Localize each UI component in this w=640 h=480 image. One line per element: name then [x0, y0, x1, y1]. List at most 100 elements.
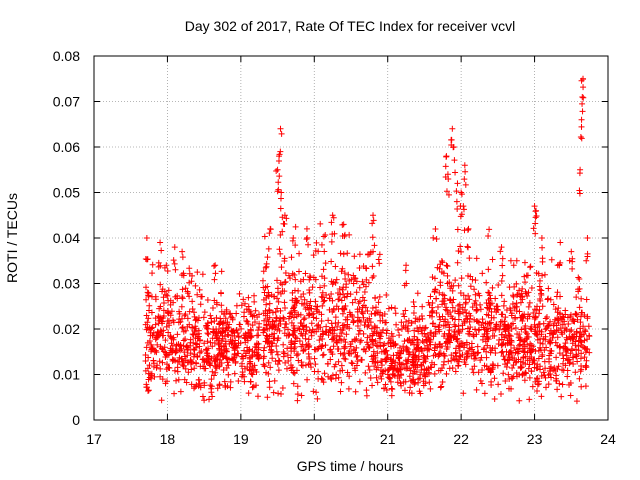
x-axis-label: GPS time / hours — [297, 458, 404, 474]
data-point — [408, 320, 415, 327]
data-point — [365, 279, 372, 286]
data-point — [292, 338, 299, 345]
data-point — [342, 276, 349, 283]
data-point — [167, 333, 174, 340]
data-point — [573, 333, 580, 340]
y-tick-label: 0.05 — [53, 185, 80, 201]
data-point — [470, 331, 477, 338]
data-point — [542, 374, 549, 381]
data-point — [421, 354, 428, 361]
data-point — [454, 259, 461, 266]
data-point — [350, 280, 357, 287]
data-point — [440, 333, 447, 340]
data-point — [396, 355, 403, 362]
data-point — [393, 321, 400, 328]
data-point — [208, 315, 215, 322]
data-point — [481, 390, 488, 397]
data-point — [424, 342, 431, 349]
data-point — [324, 360, 331, 367]
data-point — [427, 385, 434, 392]
data-point — [214, 352, 221, 359]
data-point — [380, 342, 387, 349]
data-point — [519, 318, 526, 325]
data-point — [218, 302, 225, 309]
data-point — [432, 226, 439, 233]
data-point — [372, 352, 379, 359]
data-point — [199, 271, 206, 278]
data-point — [317, 220, 324, 227]
data-point — [182, 285, 189, 292]
data-point — [174, 295, 181, 302]
data-point — [186, 308, 193, 315]
data-point — [527, 264, 534, 271]
data-point — [558, 329, 565, 336]
data-point — [387, 378, 394, 385]
data-point — [454, 335, 461, 342]
data-point — [264, 316, 271, 323]
data-point — [530, 225, 537, 232]
data-point — [223, 306, 230, 313]
data-point — [186, 265, 193, 272]
data-point — [212, 369, 219, 376]
x-tick-label: 18 — [160, 431, 176, 447]
data-point — [309, 311, 316, 318]
data-point — [279, 228, 286, 235]
data-point — [182, 336, 189, 343]
data-point — [548, 347, 555, 354]
data-point — [454, 226, 461, 233]
data-point — [277, 125, 284, 132]
data-point — [521, 311, 528, 318]
data-point — [346, 309, 353, 316]
data-point — [341, 233, 348, 240]
data-point — [249, 352, 256, 359]
data-point — [565, 321, 572, 328]
data-point — [300, 347, 307, 354]
data-point — [319, 289, 326, 296]
data-point — [579, 76, 586, 83]
data-point — [254, 327, 261, 334]
data-point — [378, 375, 385, 382]
data-point — [509, 364, 516, 371]
data-point — [349, 360, 356, 367]
data-point — [361, 297, 368, 304]
data-point — [305, 241, 312, 248]
data-point — [517, 358, 524, 365]
data-point — [526, 313, 533, 320]
data-point — [506, 332, 513, 339]
data-point — [416, 324, 423, 331]
data-point — [506, 305, 513, 312]
data-point — [388, 304, 395, 311]
data-point — [416, 388, 423, 395]
data-point — [328, 219, 335, 226]
data-point — [353, 335, 360, 342]
data-point — [354, 358, 361, 365]
data-point — [279, 384, 286, 391]
data-point — [354, 314, 361, 321]
data-point — [420, 359, 427, 366]
data-point — [309, 284, 316, 291]
data-point — [556, 350, 563, 357]
data-point — [170, 299, 177, 306]
data-point — [245, 321, 252, 328]
data-point — [384, 351, 391, 358]
data-point — [286, 331, 293, 338]
data-point — [430, 234, 437, 241]
data-point — [584, 235, 591, 241]
data-point — [169, 348, 176, 355]
data-point — [223, 348, 230, 355]
data-point — [300, 316, 307, 323]
data-point — [431, 347, 438, 354]
data-point — [205, 331, 212, 338]
data-point — [487, 319, 494, 326]
data-point — [437, 344, 444, 351]
data-point — [298, 392, 305, 399]
data-point — [199, 293, 206, 300]
data-point — [203, 346, 210, 353]
data-point — [220, 352, 227, 359]
data-point — [365, 251, 372, 258]
data-point — [474, 318, 481, 325]
data-point — [472, 277, 479, 284]
data-point — [285, 326, 292, 333]
data-point — [190, 331, 197, 338]
data-point — [533, 212, 540, 219]
